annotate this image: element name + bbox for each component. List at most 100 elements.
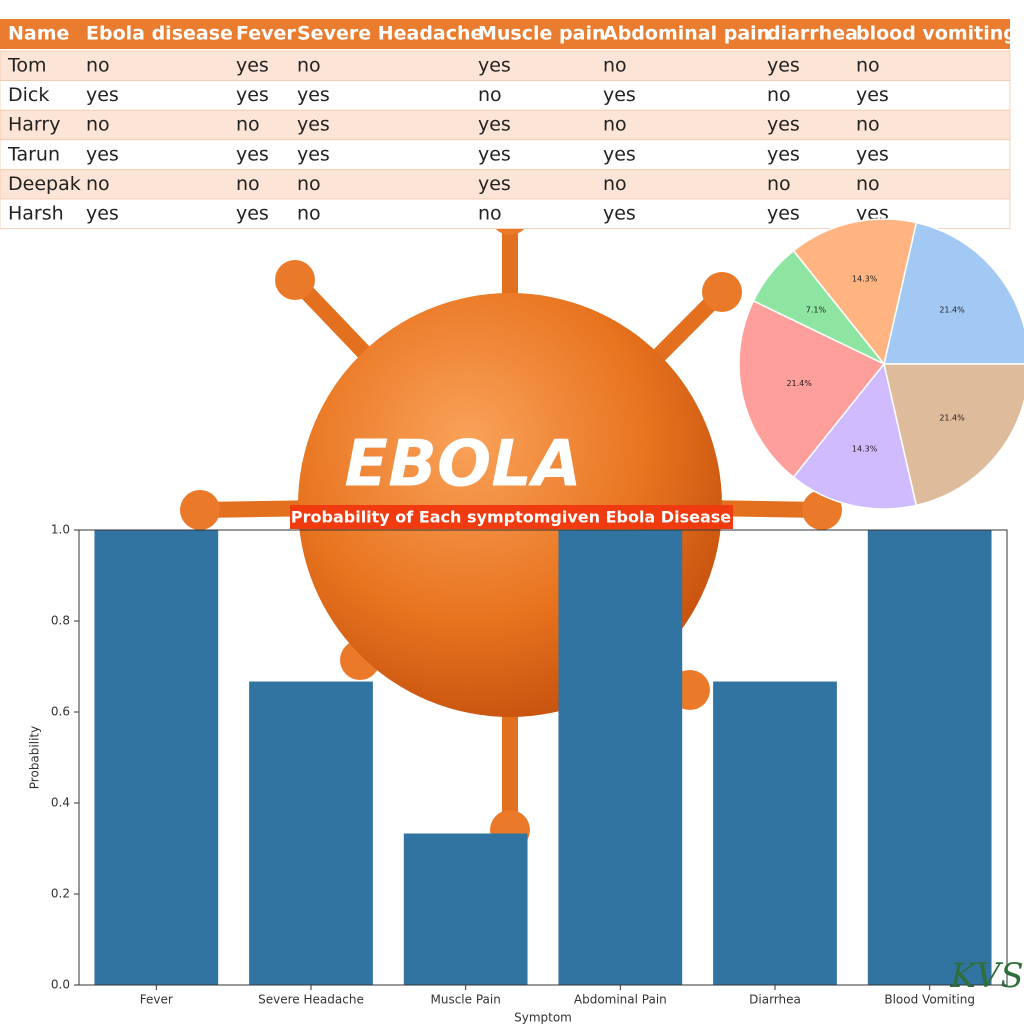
table-header-cell: Fever	[236, 23, 296, 45]
table-cell: yes	[767, 55, 800, 77]
bar	[867, 530, 992, 985]
table-cell: no	[767, 84, 791, 106]
table-cell: no	[236, 114, 260, 136]
pie-label: 14.3%	[852, 275, 878, 284]
table-header-cell: Severe Headache	[297, 23, 483, 45]
table-cell: yes	[236, 84, 269, 106]
table-cell: no	[603, 55, 627, 77]
table-cell: yes	[767, 114, 800, 136]
y-tick-label: 0.4	[51, 796, 70, 810]
table-row-bg	[0, 139, 1011, 170]
pie-label: 14.3%	[852, 444, 878, 453]
table-cell: no	[856, 173, 880, 195]
x-tick-label: Diarrhea	[749, 993, 801, 1007]
bar	[403, 833, 528, 985]
table-header-cell: Ebola disease	[86, 23, 233, 45]
pie-slice	[792, 362, 918, 510]
table-header-cell: diarrhea	[767, 23, 858, 45]
table-cell: yes	[236, 203, 269, 225]
plot-frame	[78, 529, 1008, 986]
pie-label: 21.4%	[786, 379, 812, 388]
table-cell: no	[86, 173, 110, 195]
table-cell: no	[86, 114, 110, 136]
y-axis-label: Probability	[28, 726, 42, 789]
table-cell: yes	[297, 143, 330, 165]
table-cell: no	[767, 173, 791, 195]
table-cell: yes	[603, 84, 636, 106]
pie-slice	[883, 221, 1024, 365]
bar	[249, 681, 373, 985]
x-tick-label: Abdominal Pain	[574, 993, 667, 1007]
table-cell: Deepak	[8, 173, 81, 195]
table-cell: yes	[297, 84, 330, 106]
table-cell: yes	[603, 143, 636, 165]
logo: KVS	[949, 956, 1023, 996]
pie-slice	[792, 218, 918, 366]
table-row-bg	[0, 80, 1011, 111]
table-cell: Dick	[8, 84, 49, 106]
table-cell: yes	[236, 143, 269, 165]
y-tick-label: 0.8	[51, 614, 70, 628]
table-cell: no	[297, 203, 321, 225]
x-tick-label: Muscle Pain	[430, 993, 500, 1007]
table-cell: yes	[856, 143, 889, 165]
table-cell: no	[603, 114, 627, 136]
table-cell: Tarun	[7, 143, 60, 165]
table-cell: no	[297, 173, 321, 195]
y-tick-label: 0.2	[51, 887, 70, 901]
table-cell: yes	[478, 173, 511, 195]
table-cell: no	[478, 84, 502, 106]
y-tick-label: 1.0	[51, 523, 70, 537]
pie-slice	[738, 299, 886, 479]
pie-chart: 21.4% 14.3% 7.1% 21.4% 14.3% 21.4%	[738, 218, 1024, 510]
bar	[94, 530, 219, 985]
x-tick-label: Blood Vomiting	[884, 993, 975, 1007]
chart-title-bg	[290, 505, 733, 529]
table-cell: Harry	[8, 114, 60, 136]
table-cell: no	[297, 55, 321, 77]
table-cell: yes	[856, 84, 889, 106]
table-cell: yes	[478, 55, 511, 77]
table-cell: no	[236, 173, 260, 195]
table: Name Ebola disease Fever Severe HeadacheMus…	[0, 19, 1017, 230]
y-tick-label: 0.0	[51, 978, 70, 992]
pie-slice	[883, 363, 1024, 507]
x-tick-label: Fever	[140, 993, 173, 1007]
table-cell: no	[86, 55, 110, 77]
table-row-bg	[0, 50, 1011, 82]
table-cell: yes	[478, 114, 511, 136]
table-cell: yes	[767, 203, 800, 225]
table-cell: yes	[236, 55, 269, 77]
heading: EBOLA	[344, 428, 581, 502]
table-cell: no	[603, 173, 627, 195]
table-header-cell: blood vomiting	[856, 23, 1017, 45]
bar	[713, 681, 837, 985]
pie-label: 7.1%	[806, 305, 827, 314]
table-cell: yes	[86, 143, 119, 165]
table-cell: yes	[86, 203, 119, 225]
y-tick-label: 0.6	[51, 705, 70, 719]
table-cell: yes	[478, 143, 511, 165]
bar-chart: 0.0 0.2 0.4 0.6 0.8 1.0 Fever Severe Headache Mu…	[28, 505, 1008, 1024]
virus-knob	[180, 490, 220, 530]
x-tick-label: Severe Headache	[258, 993, 364, 1007]
bar	[558, 530, 683, 985]
table-cell: yes	[86, 84, 119, 106]
table-header-bg	[0, 19, 1010, 49]
table-cell: no	[856, 114, 880, 136]
pie-label: 21.4%	[939, 414, 965, 423]
chart-title: Probability of Each symptomgiven Ebola D…	[291, 508, 731, 527]
table-header-cell: Abdominal pain	[603, 23, 770, 45]
table-cell: Tom	[7, 55, 47, 77]
table-cell: yes	[603, 203, 636, 225]
virus-knob	[702, 272, 742, 312]
table-header-cell: Name	[8, 23, 69, 45]
virus-knob	[275, 260, 315, 300]
table-cell: yes	[767, 143, 800, 165]
table-row-bg	[0, 198, 1011, 230]
pie-label: 21.4%	[939, 305, 965, 314]
table-cell: yes	[297, 114, 330, 136]
x-axis-label: Symptom	[514, 1011, 572, 1024]
table-cell: no	[478, 203, 502, 225]
